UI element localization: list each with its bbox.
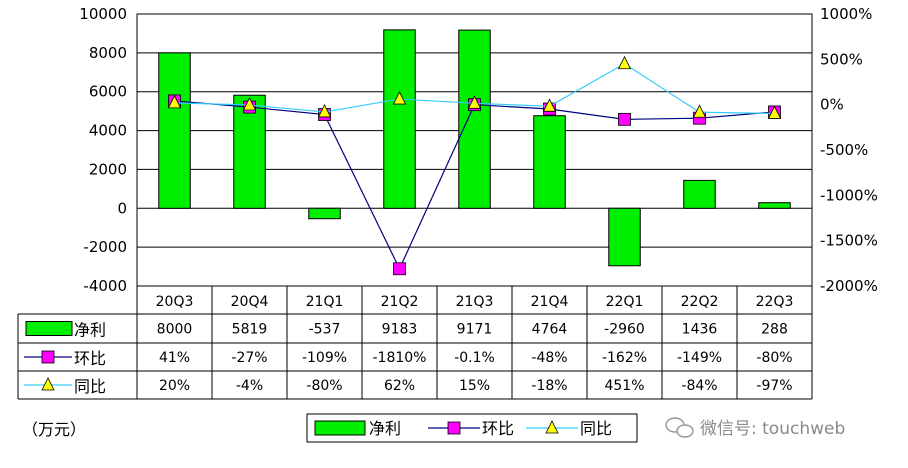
bar-22Q2 — [683, 179, 716, 209]
marker-同比-21Q2 — [392, 91, 407, 105]
data-label: -1810% — [373, 350, 427, 366]
left-tick-label: -2000 — [83, 238, 127, 256]
marker-同比-22Q2 — [692, 104, 707, 118]
watermark: 微信号: touchweb — [665, 417, 845, 439]
line-series — [167, 55, 782, 276]
bar-21Q3 — [458, 29, 491, 209]
data-label: 1436 — [682, 322, 718, 338]
data-label: 20% — [159, 378, 190, 394]
data-label: -97% — [756, 378, 792, 394]
left-tick-label: 2000 — [89, 160, 127, 178]
data-label: -0.1% — [454, 350, 495, 366]
row-key-marker — [41, 377, 55, 391]
marker-环比-21Q2 — [393, 262, 406, 276]
marker-同比-21Q4 — [542, 98, 557, 112]
right-tick-label: 0% — [820, 96, 844, 114]
data-label: -162% — [602, 350, 647, 366]
marker-同比-21Q3 — [467, 95, 482, 109]
data-label: 9183 — [382, 322, 418, 338]
data-label: -48% — [531, 350, 567, 366]
left-tick-label: 4000 — [89, 122, 127, 140]
bar-21Q4 — [533, 115, 566, 209]
legend: 净利 环比 同比 — [306, 413, 638, 443]
category-label: 20Q4 — [231, 294, 269, 310]
data-label: -109% — [302, 350, 347, 366]
right-tick-label: -1500% — [820, 232, 878, 250]
legend-marker — [447, 421, 461, 435]
data-label: 451% — [604, 378, 644, 394]
marker-同比-20Q4 — [242, 97, 257, 111]
row-label-净利: 净利 — [74, 321, 106, 340]
right-tick-label: 1000% — [820, 5, 872, 23]
unit-label: （万元） — [22, 420, 86, 439]
category-label: 21Q1 — [306, 294, 344, 310]
left-axis-ticks: 10000 8000 6000 4000 2000 0 -2000 -4000 — [79, 5, 127, 295]
row-key-marker — [41, 350, 55, 364]
bar-20Q3 — [158, 52, 191, 209]
data-table: 20Q3 20Q4 21Q1 21Q2 21Q3 21Q4 22Q1 22Q2 22Q3 净利 80… — [17, 286, 813, 400]
marker-环比-22Q1 — [618, 112, 631, 126]
data-label: 4764 — [532, 322, 568, 338]
category-label: 21Q2 — [381, 294, 419, 310]
left-tick-label: 10000 — [79, 5, 127, 23]
bar-22Q3 — [758, 202, 791, 209]
row-label-同比: 同比 — [74, 377, 106, 396]
legend-label-同比: 同比 — [580, 419, 612, 438]
data-label: 15% — [459, 378, 490, 394]
data-label: 9171 — [457, 322, 493, 338]
marker-同比-22Q1 — [617, 55, 632, 70]
data-label: -80% — [306, 378, 342, 394]
right-tick-label: -1000% — [820, 186, 878, 204]
data-label: -84% — [681, 378, 717, 394]
category-label: 21Q4 — [531, 294, 569, 310]
row-key-净利 — [25, 321, 73, 336]
right-axis-ticks: 1000% 500% 0% -500% -1000% -1500% -2000% — [820, 5, 878, 295]
legend-label-环比: 环比 — [482, 419, 514, 438]
legend-label-净利: 净利 — [369, 419, 401, 438]
data-label: -80% — [756, 350, 792, 366]
category-label: 22Q3 — [756, 294, 794, 310]
data-label: 8000 — [157, 322, 193, 338]
category-label: 21Q3 — [456, 294, 494, 310]
data-label: -537 — [309, 322, 341, 338]
left-tick-label: 8000 — [89, 44, 127, 62]
legend-key-净利 — [314, 420, 366, 436]
data-label: -18% — [531, 378, 567, 394]
right-tick-label: -500% — [820, 141, 868, 159]
bar-21Q1 — [308, 207, 341, 220]
marker-同比-20Q3 — [167, 94, 182, 109]
data-label: -149% — [677, 350, 722, 366]
bar-22Q1 — [608, 207, 641, 267]
bar-20Q4 — [233, 94, 266, 209]
marker-同比-21Q1 — [317, 104, 332, 118]
left-tick-label: 0 — [117, 199, 127, 217]
category-label: 22Q1 — [606, 294, 644, 310]
marker-同比-22Q3 — [767, 105, 782, 119]
watermark-text: 微信号: touchweb — [700, 419, 845, 439]
left-tick-label: 6000 — [89, 83, 127, 101]
data-label: -2960 — [604, 322, 645, 338]
category-label: 20Q3 — [156, 294, 194, 310]
category-label: 22Q2 — [681, 294, 719, 310]
row-label-环比: 环比 — [74, 349, 106, 368]
right-tick-label: -2000% — [820, 277, 878, 295]
legend-marker — [545, 420, 559, 434]
data-label: 5819 — [232, 322, 268, 338]
data-label: -4% — [236, 378, 263, 394]
data-label: 62% — [384, 378, 415, 394]
data-label: 41% — [159, 350, 190, 366]
bar-series-净利 — [158, 29, 791, 267]
bar-21Q2 — [383, 29, 416, 209]
data-label: -27% — [231, 350, 267, 366]
wechat-icon — [665, 417, 694, 438]
right-tick-label: 500% — [820, 50, 863, 68]
data-label: 288 — [761, 322, 788, 338]
left-tick-label: -4000 — [83, 277, 127, 295]
